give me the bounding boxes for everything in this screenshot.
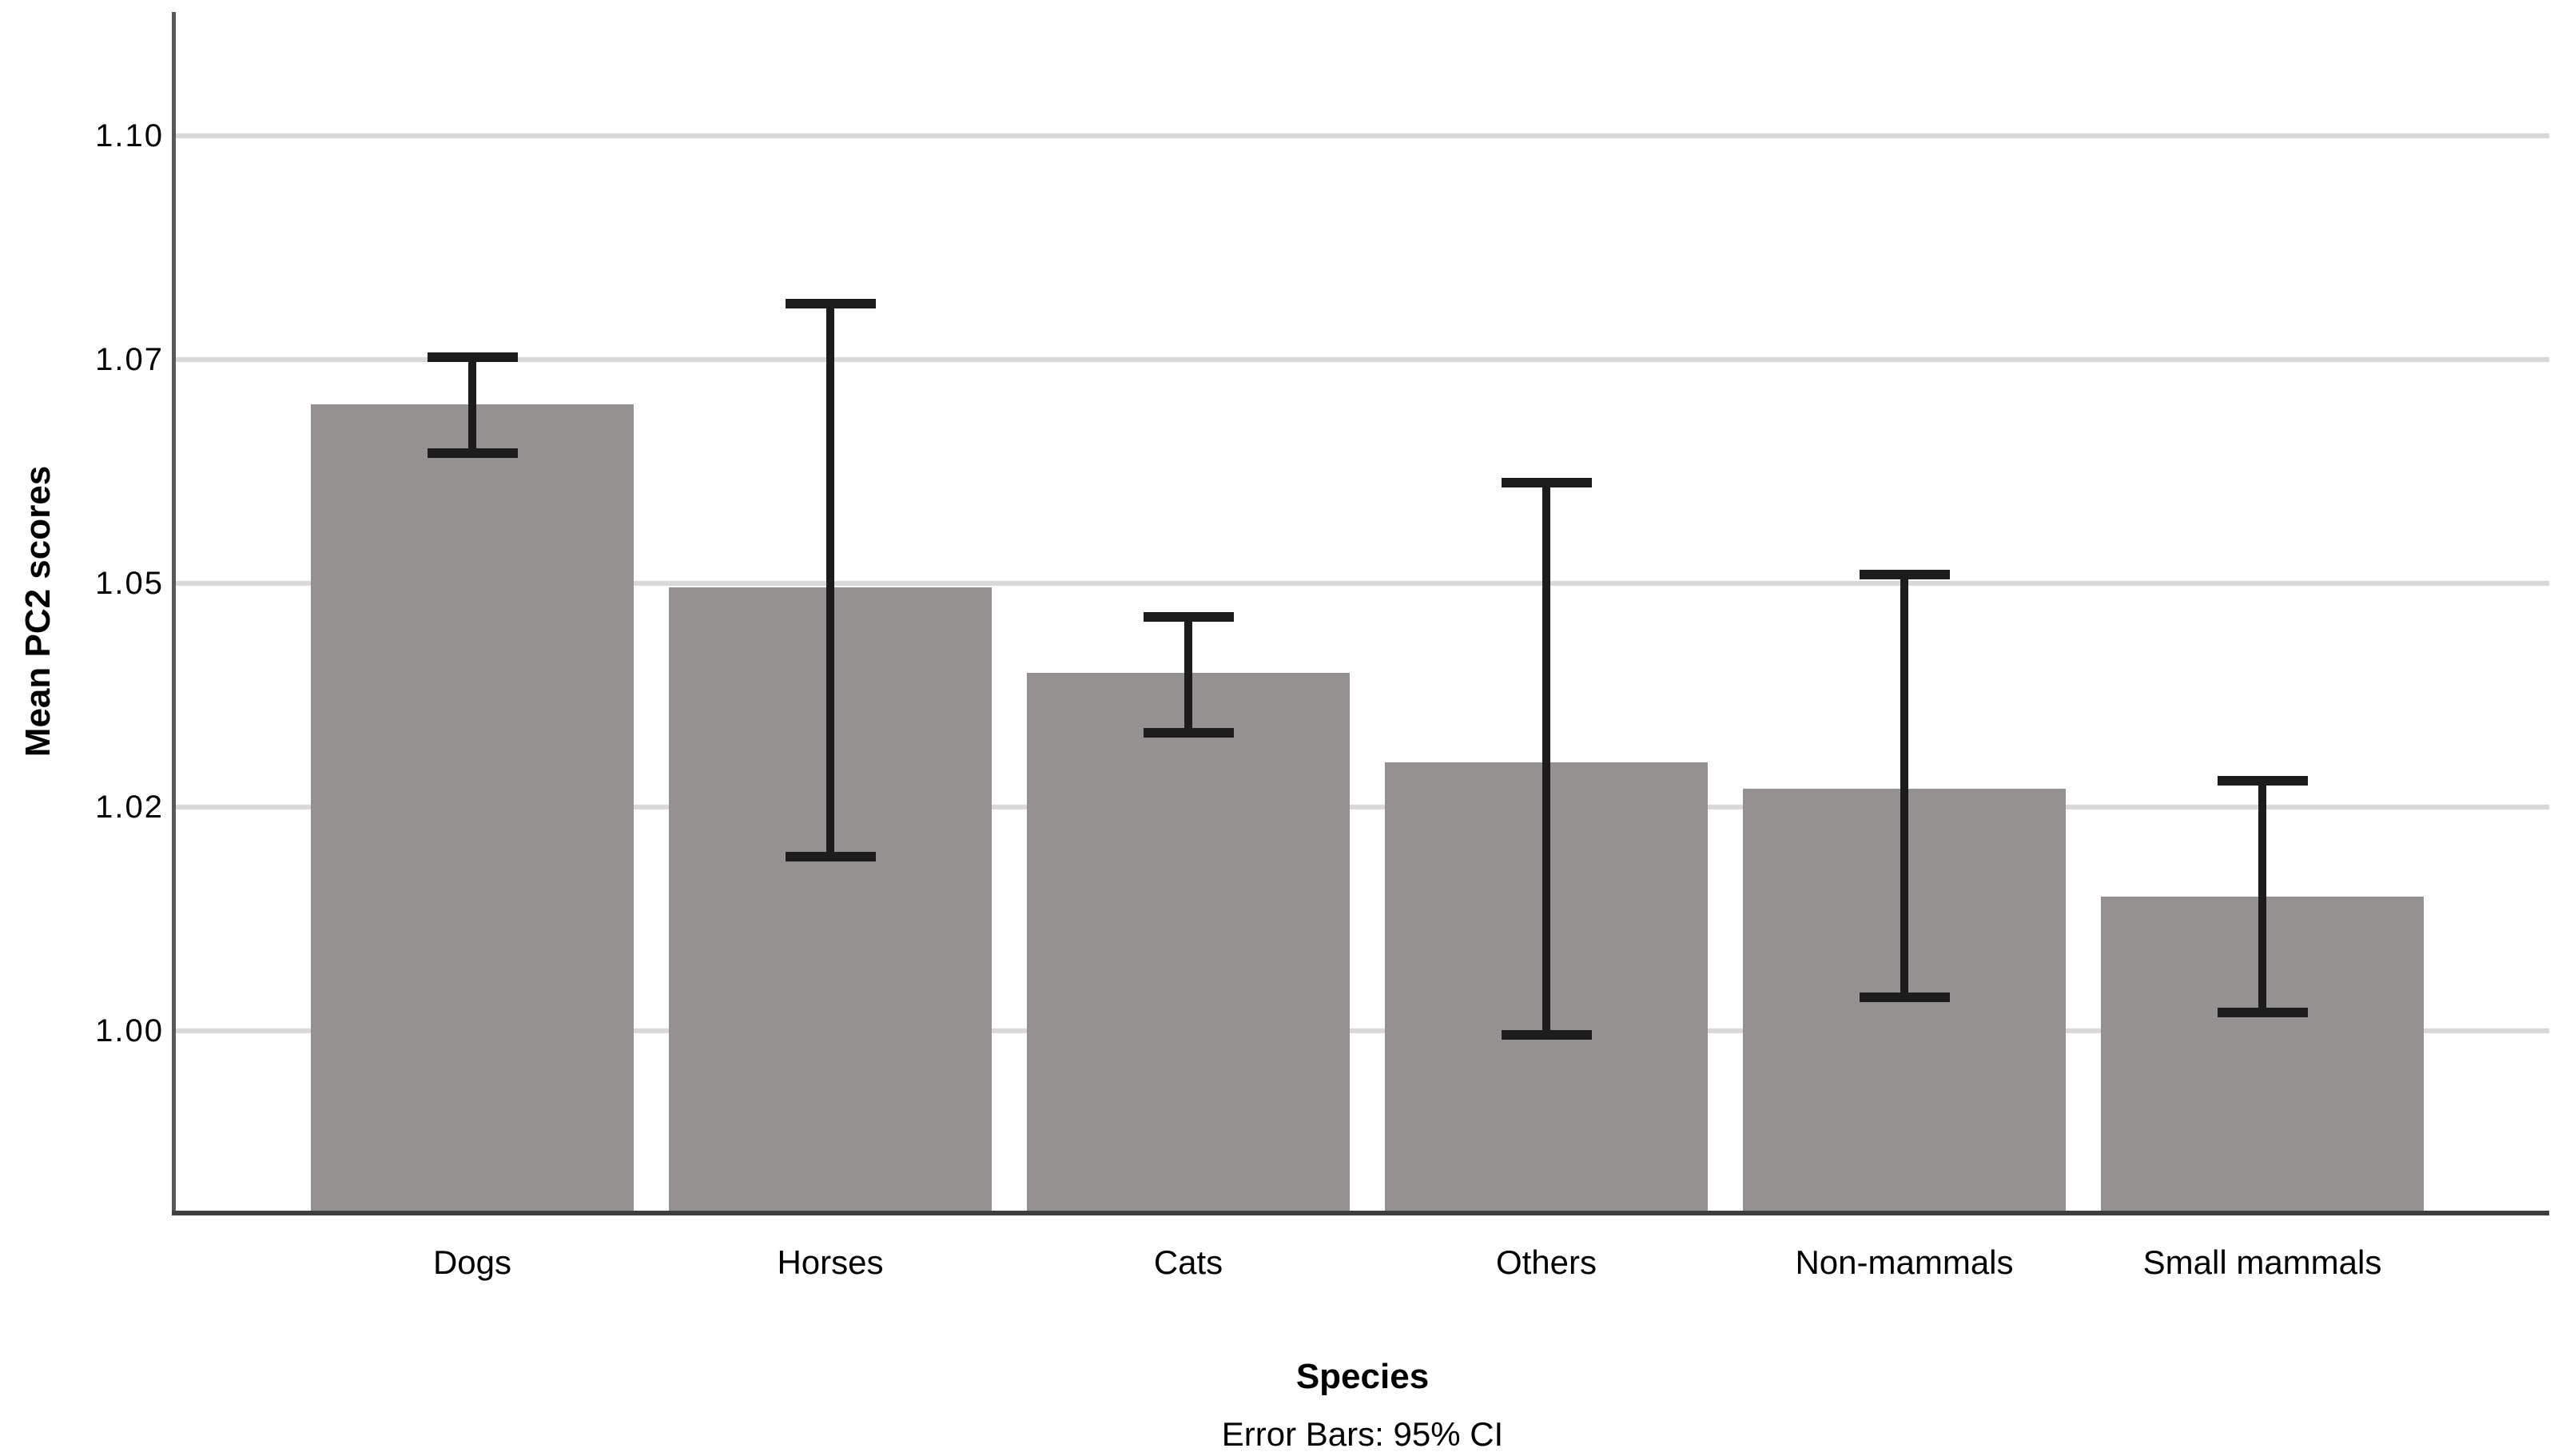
error-bar-dogs xyxy=(427,352,518,459)
error-bar-cats xyxy=(1143,612,1234,738)
y-axis-line xyxy=(172,12,176,1215)
error-cap-bottom xyxy=(2217,1008,2308,1018)
error-cap-bottom xyxy=(785,852,876,862)
error-stem xyxy=(826,299,834,862)
error-cap-bottom xyxy=(1859,993,1950,1003)
y-axis-title-text: Mean PC2 scores xyxy=(18,465,58,758)
x-tick-label-others: Others xyxy=(1495,1243,1597,1281)
x-tick-label-cats: Cats xyxy=(1153,1243,1223,1281)
bar-dogs xyxy=(311,404,634,1211)
x-tick-label-small-mammals: Small mammals xyxy=(2142,1243,2382,1281)
x-axis-title: Species xyxy=(1295,1357,1430,1396)
gridline-1.00 xyxy=(176,1028,2549,1033)
y-tick-label-1.02: 1.02 xyxy=(95,789,164,825)
error-bar-non-mammals xyxy=(1859,569,1950,1003)
x-axis-line xyxy=(172,1211,2549,1215)
error-cap-bottom xyxy=(427,448,518,459)
x-tick-label-horses: Horses xyxy=(777,1243,884,1281)
gridline-1.10 xyxy=(176,133,2549,138)
error-bar-others xyxy=(1501,478,1592,1040)
error-stem xyxy=(468,352,476,459)
gridline-1.05 xyxy=(176,580,2549,586)
error-stem xyxy=(1184,612,1192,738)
y-tick-label-1.00: 1.00 xyxy=(95,1012,164,1048)
bar-cats xyxy=(1027,672,1350,1211)
error-cap-bottom xyxy=(1143,727,1234,738)
gridline-1.07 xyxy=(176,356,2549,362)
error-bar-footnote: Error Bars: 95% CI xyxy=(1221,1415,1504,1453)
error-cap-bottom xyxy=(1501,1030,1592,1040)
error-stem xyxy=(2258,776,2266,1018)
error-bar-small-mammals xyxy=(2217,776,2308,1018)
error-stem xyxy=(1542,478,1550,1040)
gridline-1.02 xyxy=(176,804,2549,810)
y-tick-label-1.07: 1.07 xyxy=(95,341,164,377)
x-tick-label-non-mammals: Non-mammals xyxy=(1795,1243,2014,1281)
plot-area xyxy=(172,12,2549,1215)
x-tick-label-dogs: Dogs xyxy=(432,1243,512,1281)
y-tick-label-1.10: 1.10 xyxy=(95,117,164,153)
error-bar-horses xyxy=(785,299,876,862)
y-tick-label-1.05: 1.05 xyxy=(95,565,164,601)
error-stem xyxy=(1900,569,1908,1003)
